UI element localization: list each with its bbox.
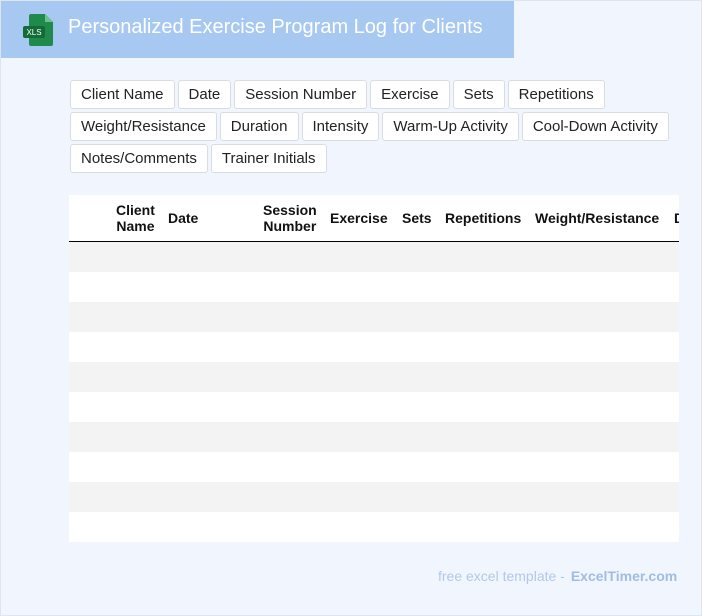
header-bar: XLS Personalized Exercise Program Log fo… <box>1 1 514 58</box>
column-header: Exercise <box>330 210 388 226</box>
icon-label: XLS <box>26 28 41 37</box>
table-row <box>69 512 679 542</box>
column-header: Weight/Resistance <box>535 210 660 226</box>
table-row <box>69 482 679 512</box>
table-row <box>69 302 679 332</box>
column-header: Date <box>168 210 199 226</box>
table-row <box>69 422 679 452</box>
table-body <box>69 242 679 542</box>
table-row <box>69 452 679 482</box>
field-tag: Warm-Up Activity <box>382 112 519 141</box>
field-tag: Exercise <box>370 80 450 109</box>
field-tag: Weight/Resistance <box>70 112 217 141</box>
field-tag: Trainer Initials <box>210 144 327 173</box>
column-header: Sets <box>402 210 432 226</box>
table-row <box>69 332 679 362</box>
field-tag: Date <box>177 80 232 109</box>
field-tag: Cool-Down Activity <box>521 112 669 141</box>
footer-site[interactable]: ExcelTimer.com <box>570 568 678 584</box>
column-header: Session Number <box>263 202 317 234</box>
field-tag: Notes/Comments <box>70 144 208 173</box>
page-title: Personalized Exercise Program Log for Cl… <box>68 16 483 38</box>
field-tag: Duration <box>219 112 299 141</box>
field-tag: Intensity <box>301 112 380 141</box>
table-row <box>69 362 679 392</box>
footer-text: free excel template - <box>438 568 565 584</box>
footer: free excel template - ExcelTimer.com <box>438 568 677 584</box>
table-header: Client Name Date Session Number Exercise Set… <box>69 195 679 242</box>
field-tag: Sets <box>452 80 505 109</box>
table-row <box>69 242 679 272</box>
table-row <box>69 392 679 422</box>
column-header: Client Name <box>116 202 155 234</box>
field-tag: Session Number <box>234 80 368 109</box>
column-header: Repetitions <box>445 210 522 226</box>
table-row <box>69 272 679 302</box>
xls-icon: XLS <box>23 14 53 46</box>
log-table: Client Name Date Session Number Exercise Set… <box>69 195 679 542</box>
field-tags: Client Name Date Session Number Exercise Set… <box>70 80 675 173</box>
field-tag: Client Name <box>70 80 175 109</box>
column-header: Duration <box>674 195 679 241</box>
field-tag: Repetitions <box>507 80 605 109</box>
